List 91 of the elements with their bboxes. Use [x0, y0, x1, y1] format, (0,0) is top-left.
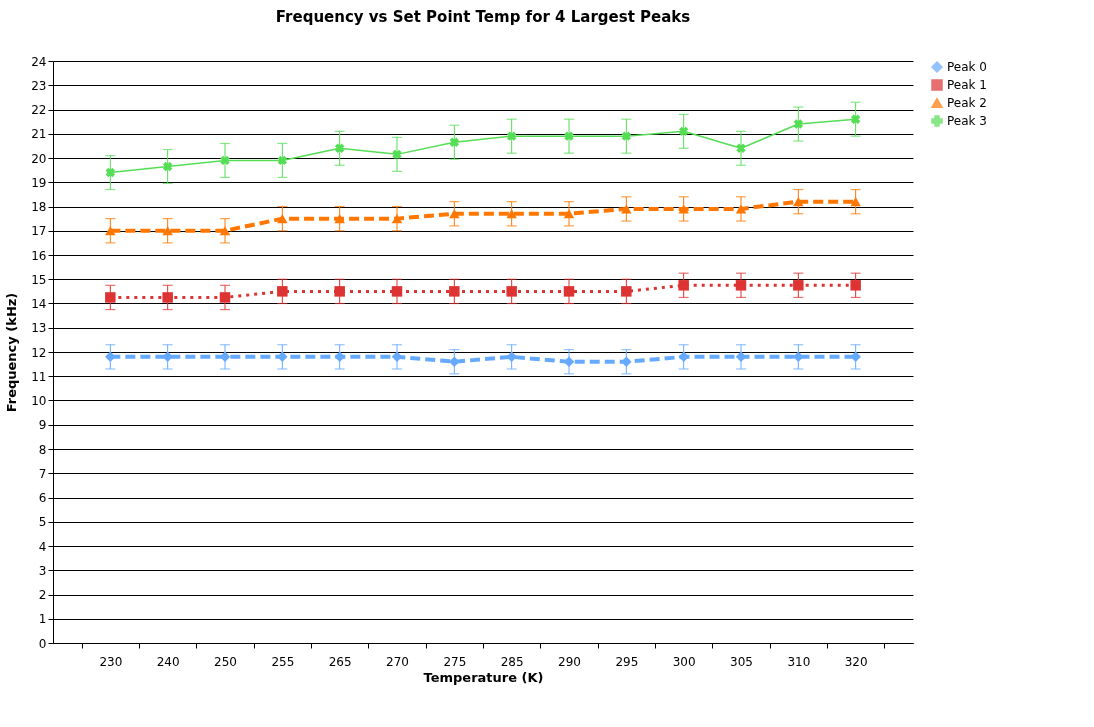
y-tick-label: 5: [38, 515, 47, 530]
point: [334, 214, 345, 224]
y-tick-label: 22: [31, 103, 47, 117]
y-tick-label: 12: [31, 345, 47, 360]
y-tick-label: 3: [38, 563, 47, 578]
point: [736, 143, 746, 153]
point: [678, 126, 689, 137]
y-tick-label: 7: [38, 466, 47, 481]
y-tick-label: 16: [31, 248, 47, 263]
legend-label: Peak 1: [947, 78, 987, 92]
y-tick-label: 0: [38, 636, 47, 651]
y-tick-label: 15: [31, 272, 47, 287]
y-tick-label: 19: [31, 175, 47, 190]
point: [277, 351, 288, 363]
point: [621, 131, 632, 141]
point: [334, 351, 345, 363]
point: [735, 280, 747, 291]
y-tick-label: 13: [31, 321, 47, 336]
point: [334, 286, 345, 297]
legend-label: Peak 3: [947, 114, 987, 128]
x-tick-label: 265: [328, 654, 352, 669]
y-tick-label: 11: [31, 369, 47, 384]
point: [162, 226, 173, 236]
x-tick-label: 240: [156, 654, 180, 669]
point: [449, 209, 460, 219]
point: [162, 292, 173, 303]
x-tick-label: 270: [386, 654, 409, 669]
point: [334, 143, 345, 153]
point: [506, 351, 517, 363]
y-tick-label: 17: [31, 224, 47, 239]
point: [105, 167, 116, 178]
point: [621, 356, 632, 367]
y-tick-label: 21: [31, 127, 47, 142]
point: [277, 286, 288, 297]
legend-label: Peak 2: [947, 96, 987, 110]
point: [678, 280, 689, 291]
point: [793, 280, 804, 291]
x-tick-label: 250: [214, 654, 237, 669]
y-tick-label: 20: [31, 151, 47, 166]
x-tick-label: 310: [787, 654, 811, 669]
point: [506, 131, 517, 141]
x-tick-label: 275: [443, 654, 467, 669]
y-tick-label: 9: [38, 418, 47, 433]
y-tick-label: 1: [38, 612, 47, 627]
point: [621, 286, 632, 297]
point: [162, 161, 173, 172]
x-tick-label: 295: [615, 654, 639, 669]
y-tick-label: 23: [31, 78, 47, 93]
point: [850, 114, 861, 124]
point: [506, 209, 517, 219]
chart-title: Frequency vs Set Point Temp for 4 Largest Peaks: [275, 8, 691, 26]
y-tick-label: 14: [31, 297, 47, 311]
point: [391, 214, 403, 224]
y-tick-label: 10: [31, 394, 47, 408]
point: [563, 209, 575, 219]
y-axis-title: Frequency (kHz): [4, 292, 20, 413]
legend-label: Peak 0: [947, 60, 987, 74]
point: [219, 292, 231, 303]
point: [850, 280, 861, 291]
x-tick-label: 305: [730, 654, 753, 669]
point: [219, 226, 231, 236]
point: [563, 286, 575, 297]
point: [850, 197, 861, 207]
point: [793, 119, 804, 129]
point: [506, 286, 517, 297]
y-tick-label: 24: [31, 54, 47, 69]
point: [449, 286, 460, 297]
x-tick-label: 290: [558, 654, 581, 669]
y-tick-label: 18: [31, 200, 47, 214]
x-tick-label: 285: [500, 654, 524, 669]
y-tick-label: 6: [38, 491, 47, 505]
x-tick-label: 320: [844, 654, 868, 669]
point: [277, 214, 288, 224]
y-tick-label: 4: [38, 539, 47, 554]
point: [220, 155, 230, 166]
x-axis-title: Temperature (K): [423, 669, 544, 685]
x-tick-label: 255: [271, 654, 295, 669]
point: [735, 204, 747, 214]
point: [105, 292, 116, 303]
point: [449, 137, 460, 147]
point: [105, 226, 116, 236]
point: [793, 197, 804, 207]
point: [391, 286, 403, 297]
point: [277, 155, 288, 166]
point: [392, 149, 402, 160]
y-tick-label: 8: [38, 442, 47, 457]
x-tick-label: 230: [99, 654, 123, 669]
point: [564, 131, 574, 141]
y-tick-label: 2: [38, 588, 47, 602]
x-tick-label: 300: [672, 654, 696, 669]
point: [678, 351, 689, 363]
